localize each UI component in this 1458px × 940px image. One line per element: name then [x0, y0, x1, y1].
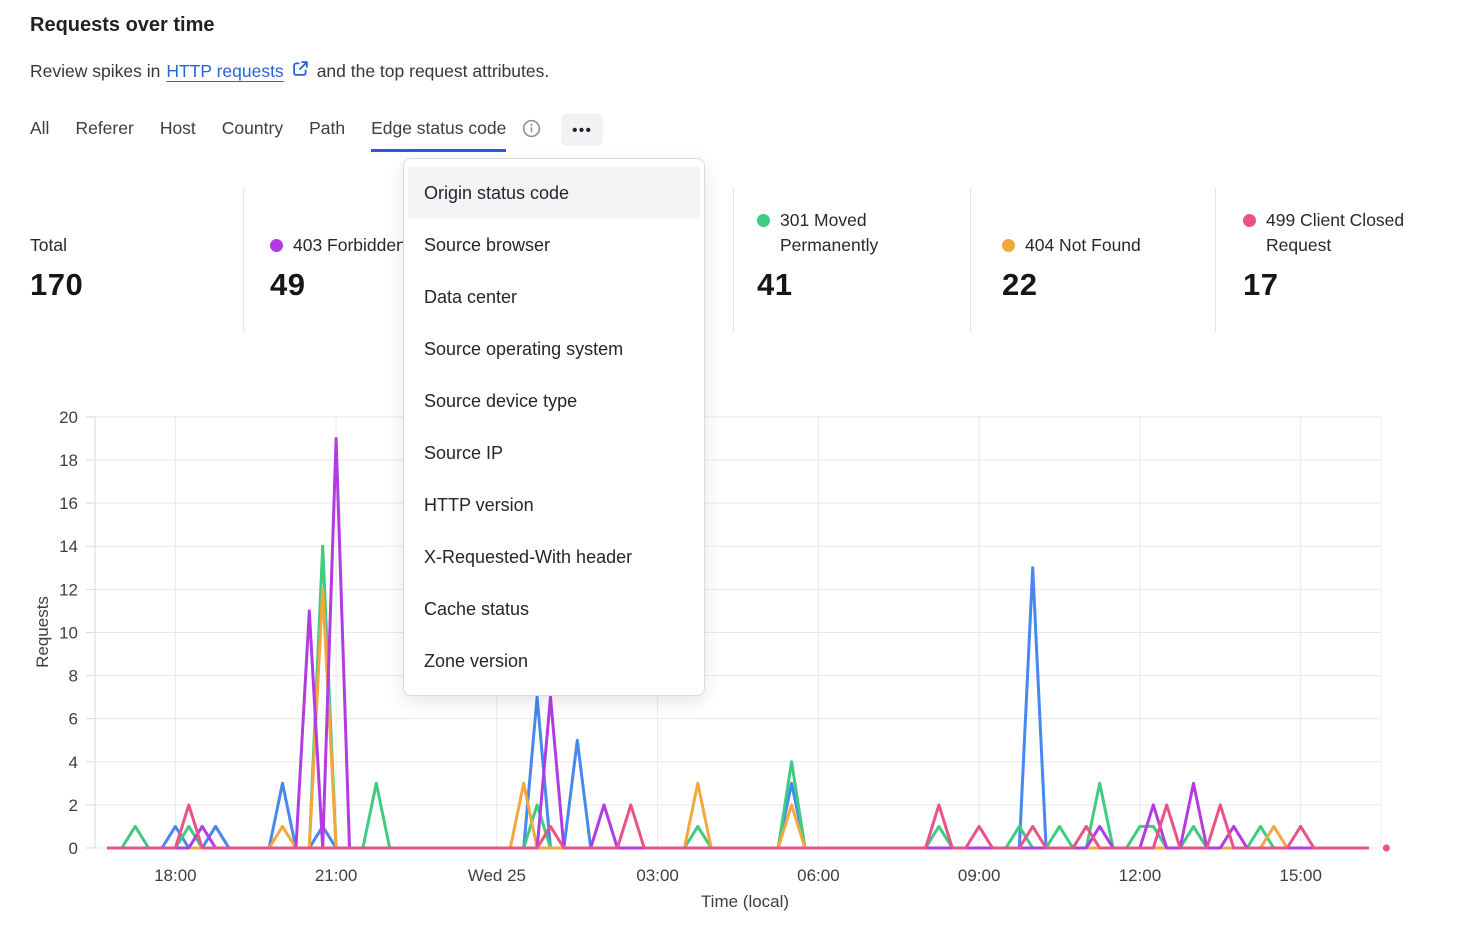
svg-text:12:00: 12:00	[1119, 866, 1162, 885]
info-icon[interactable]	[522, 119, 541, 143]
stat-403-label: 403 Forbidden	[293, 235, 406, 255]
stat-404-label: 404 Not Found	[1025, 235, 1141, 255]
svg-text:14: 14	[59, 537, 78, 556]
menu-item-source-browser[interactable]: Source browser	[424, 235, 551, 255]
tab-country[interactable]: Country	[221, 118, 284, 138]
stat-divider	[733, 188, 734, 332]
svg-text:10: 10	[59, 623, 78, 642]
more-attributes-button[interactable]: •••	[561, 114, 604, 146]
subtitle: Review spikes in HTTP requests and the t…	[30, 60, 549, 82]
svg-text:16: 16	[59, 494, 78, 513]
stat-403-forbidden[interactable]: 403 Forbidden 49	[270, 196, 406, 303]
svg-text:2: 2	[69, 796, 78, 815]
svg-text:18:00: 18:00	[154, 866, 197, 885]
svg-text:18: 18	[59, 451, 78, 470]
stat-total: Total 170	[30, 196, 83, 303]
stat-499-client-closed-request[interactable]: 499 Client Closed Request 17	[1243, 196, 1436, 303]
tab-all[interactable]: All	[30, 118, 50, 138]
status-301-dot	[757, 214, 770, 227]
external-link-icon	[292, 60, 309, 82]
attribute-tabs: All Referer Host Country Path Edge statu…	[30, 114, 604, 152]
svg-text:8: 8	[69, 667, 78, 686]
stat-404-not-found[interactable]: 404 Not Found 22	[1002, 196, 1141, 303]
status-403-dot	[270, 239, 283, 252]
http-requests-link[interactable]: HTTP requests	[166, 60, 284, 81]
menu-item-source-device-type[interactable]: Source device type	[424, 391, 578, 411]
tab-host[interactable]: Host	[159, 118, 196, 138]
status-404-dot	[1002, 239, 1015, 252]
tab-path[interactable]: Path	[309, 118, 346, 138]
menu-item-zone-version[interactable]: Zone version	[424, 651, 529, 671]
svg-text:09:00: 09:00	[958, 866, 1001, 885]
attribute-dropdown-menu: Origin status code Source browser Data c…	[403, 158, 705, 696]
page-title: Requests over time	[30, 14, 215, 36]
stat-total-label: Total	[30, 235, 67, 255]
svg-text:Time (local): Time (local)	[701, 892, 789, 911]
svg-text:Wed 25: Wed 25	[468, 866, 526, 885]
tab-referer[interactable]: Referer	[75, 118, 134, 138]
svg-text:6: 6	[69, 710, 78, 729]
svg-text:03:00: 03:00	[636, 866, 679, 885]
menu-item-source-ip[interactable]: Source IP	[424, 443, 504, 463]
stat-499-value: 17	[1243, 267, 1279, 302]
status-499-dot	[1243, 214, 1256, 227]
menu-item-data-center[interactable]: Data center	[424, 287, 518, 307]
stat-301-label: 301 Moved Permanently	[780, 210, 879, 255]
menu-item-http-version[interactable]: HTTP version	[424, 495, 534, 515]
stat-404-value: 22	[1002, 267, 1038, 302]
stat-divider	[1215, 188, 1216, 332]
subtitle-suffix: and the top request attributes.	[316, 60, 550, 81]
stat-403-value: 49	[270, 267, 306, 302]
svg-text:21:00: 21:00	[315, 866, 358, 885]
stat-divider	[243, 188, 244, 332]
svg-text:15:00: 15:00	[1279, 866, 1322, 885]
menu-item-x-requested-with-header[interactable]: X-Requested-With header	[424, 547, 633, 567]
svg-text:06:00: 06:00	[797, 866, 840, 885]
stat-301-moved-permanently[interactable]: 301 Moved Permanently 41	[757, 196, 920, 303]
svg-text:4: 4	[69, 753, 78, 772]
tab-edge-status-code[interactable]: Edge status code	[371, 118, 507, 152]
menu-item-cache-status[interactable]: Cache status	[424, 599, 530, 619]
svg-text:12: 12	[59, 580, 78, 599]
stat-divider	[970, 188, 971, 332]
svg-text:0: 0	[69, 839, 78, 858]
stat-total-value: 170	[30, 267, 84, 302]
stat-301-value: 41	[757, 267, 793, 302]
menu-item-origin-status-code[interactable]: Origin status code	[408, 167, 700, 219]
stat-499-label: 499 Client Closed Request	[1266, 210, 1405, 255]
subtitle-prefix: Review spikes in	[30, 60, 161, 81]
svg-text:Requests: Requests	[33, 596, 52, 668]
svg-text:20: 20	[59, 408, 78, 427]
menu-item-source-operating-system[interactable]: Source operating system	[424, 339, 624, 359]
